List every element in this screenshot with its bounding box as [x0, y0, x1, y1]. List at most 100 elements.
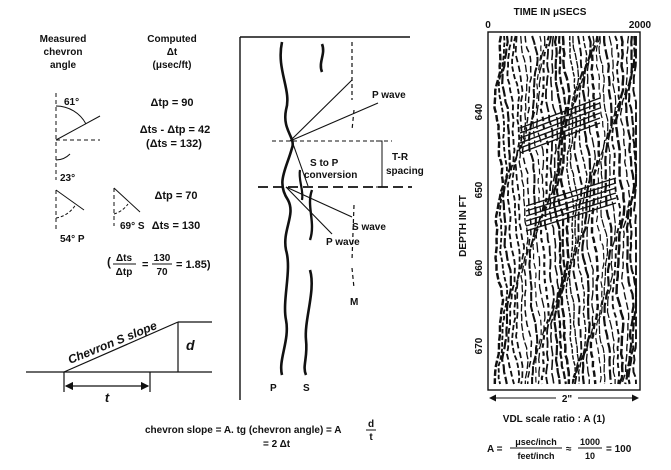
computed-header-1: Computed — [147, 34, 196, 45]
chevron-s-slope-label: Chevron S slope — [66, 318, 159, 367]
vdl-chevron-streak — [519, 102, 601, 134]
tr-spacing-label-2: spacing — [386, 166, 424, 177]
s-trace-label: S — [303, 383, 310, 394]
slope-t-label: t — [105, 390, 110, 405]
vdl-trace — [532, 35, 542, 385]
m-label: M — [350, 297, 358, 308]
vdl-trace — [594, 35, 606, 385]
a-approx: ≈ — [566, 444, 572, 455]
vdl-chevron-streak — [519, 117, 601, 149]
angle-construction-p — [55, 189, 85, 232]
vdl-trace — [619, 35, 631, 385]
dts-minus-dtp: Δts - Δtp = 42 — [140, 124, 211, 136]
slope-triangle — [26, 321, 212, 392]
measured-header-3: angle — [50, 60, 77, 71]
s-trace-bottom — [303, 269, 313, 376]
tr-spacing-label-1: T-R — [392, 152, 409, 163]
dtp-90: Δtp = 90 — [150, 97, 193, 109]
vdl-chevron-streak — [519, 122, 601, 154]
a-result: = 100 — [606, 444, 632, 455]
vdl-chevron-streak — [519, 107, 601, 139]
s-trace-top — [319, 43, 325, 73]
vdl-trace — [632, 36, 637, 385]
a-num: μsec/inch — [515, 437, 557, 447]
a-formula: A = μsec/inch feet/inch ≈ 1000 10 = 100 — [487, 437, 632, 461]
depth-tick-660: 660 — [474, 259, 485, 276]
a-prefix: A = — [487, 444, 503, 455]
s-wave-label: S wave — [352, 222, 386, 233]
vdl-pattern — [493, 35, 638, 385]
p-trace — [279, 41, 295, 376]
a-num-value: 1000 — [580, 437, 600, 447]
ratio-equals: = — [142, 259, 148, 271]
vdl-trace — [577, 35, 588, 385]
bottom-formula: chevron slope = A. tg (chevron angle) = … — [145, 419, 376, 450]
s-trace-lower — [308, 189, 314, 241]
vdl-trace — [565, 35, 576, 385]
vdl-panel: TIME IN μSECS 0 2000 DEPTH IN FT 640 650… — [458, 7, 652, 461]
vdl-trace — [505, 35, 516, 385]
p-wave-top-label: P wave — [372, 90, 406, 101]
vdl-trace — [606, 35, 617, 384]
ratio-expression: ( Δts Δtp = 130 70 = 1.85) — [107, 253, 211, 278]
wave-traces — [239, 36, 412, 400]
m-trace-top — [351, 42, 355, 131]
angle-23-label: 23° — [60, 173, 75, 184]
dtp-70: Δtp = 70 — [154, 190, 197, 202]
vdl-trace — [548, 35, 560, 385]
vdl-chevron-streak — [525, 202, 617, 232]
p-wave-bottom-label: P wave — [326, 237, 360, 248]
vdl-trace — [497, 35, 509, 385]
vdl-chevron-streak — [525, 192, 617, 222]
depth-tick-650: 650 — [474, 181, 485, 198]
vdl-chevron-streak — [525, 182, 617, 212]
time-axis-start: 0 — [485, 20, 491, 31]
slope-d-label: d — [186, 337, 195, 353]
angle-61-label: 61° — [64, 97, 79, 108]
vdl-trace — [552, 35, 564, 385]
angle-69s-label: 69° S — [120, 221, 145, 232]
dts-130: Δts = 130 — [152, 220, 201, 232]
time-axis-title: TIME IN μSECS — [514, 7, 587, 18]
vdl-trace — [614, 35, 626, 385]
s-to-p-label-2: conversion — [304, 170, 357, 181]
angle-construction-s — [113, 187, 141, 226]
depth-axis-title: DEPTH IN FT — [458, 195, 469, 257]
measured-header-1: Measured — [40, 34, 87, 45]
vdl-trace — [581, 35, 592, 385]
m-trace-bottom — [351, 204, 355, 289]
middle-panel: P wave S to P conversion T-R spacing S w… — [239, 36, 424, 400]
depth-tick-670: 670 — [474, 337, 485, 354]
vdl-scale-ratio: VDL scale ratio : A (1) — [503, 414, 605, 425]
vdl-trace — [528, 35, 539, 384]
formula-frac-num: d — [368, 419, 374, 430]
vdl-chevron-streak — [519, 112, 601, 144]
vdl-trace — [559, 35, 571, 385]
vdl-trace — [518, 35, 529, 385]
a-den: feet/inch — [517, 451, 554, 461]
vdl-trace — [624, 35, 636, 385]
vdl-trace — [493, 35, 505, 385]
ratio-open-paren: ( — [107, 255, 111, 269]
ratio-num-value: 130 — [154, 253, 171, 264]
ratio-den-symbol: Δtp — [116, 267, 133, 278]
time-axis-end: 2000 — [629, 20, 652, 31]
ratio-result: = 1.85) — [176, 259, 211, 271]
vdl-trace — [602, 35, 613, 385]
formula-line-1: chevron slope = A. tg (chevron angle) = … — [145, 425, 342, 436]
vdl-trace — [627, 35, 638, 385]
angle-54p-label: 54° P — [60, 234, 85, 245]
measured-header-2: chevron — [44, 47, 83, 58]
vdl-trace — [535, 35, 546, 385]
dts-132: (Δts = 132) — [146, 138, 202, 150]
vdl-chevron-streak — [525, 197, 617, 227]
vdl-trace — [514, 35, 525, 385]
s-to-p-label-1: S to P — [310, 158, 339, 169]
vdl-chevron-streak — [519, 97, 601, 129]
formula-line-2: = 2 Δt — [263, 439, 291, 450]
computed-header-3: (μsec/ft) — [153, 60, 192, 71]
vdl-chevron-streak — [525, 177, 617, 207]
formula-frac-den: t — [369, 432, 373, 443]
vdl-trace — [598, 35, 609, 385]
